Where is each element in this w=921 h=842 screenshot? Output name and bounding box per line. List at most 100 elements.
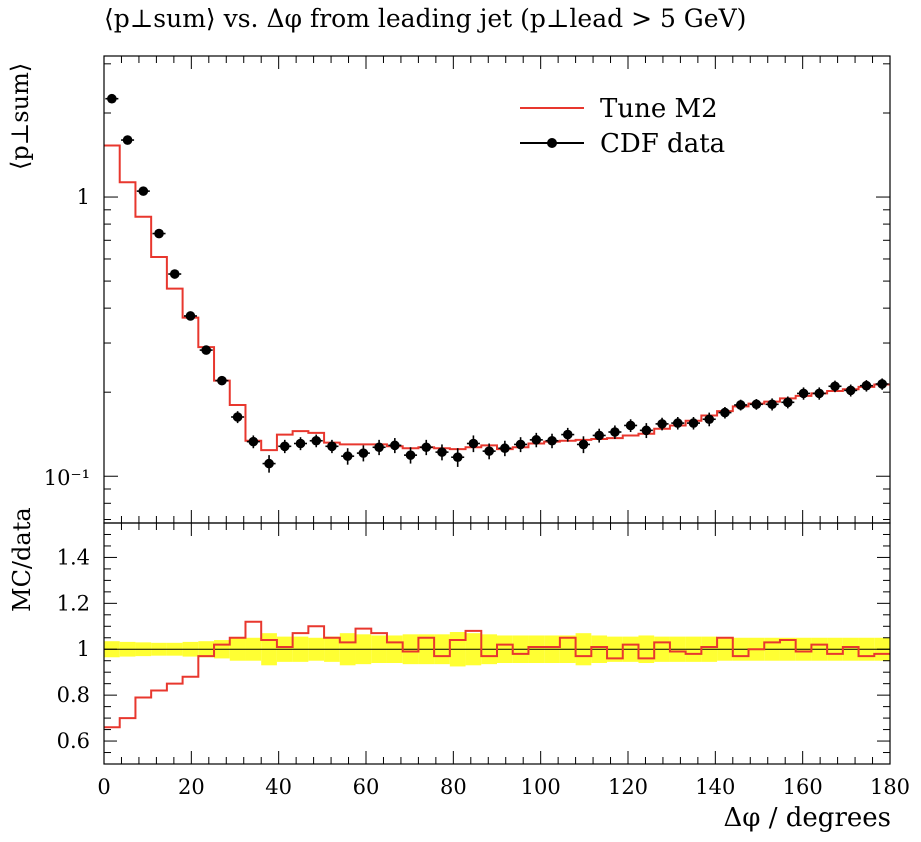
data-point xyxy=(765,398,779,411)
data-point xyxy=(828,380,842,393)
data-point-marker xyxy=(390,440,400,451)
data-point-marker xyxy=(767,399,777,410)
data-point xyxy=(435,444,449,461)
x-tick-label: 180 xyxy=(870,775,910,799)
data-point-marker xyxy=(295,438,306,449)
data-point xyxy=(451,448,465,467)
data-point xyxy=(152,228,166,239)
data-point-marker xyxy=(327,441,337,452)
x-tick-label: 80 xyxy=(440,775,467,799)
x-axis-label: Δφ / degrees xyxy=(723,803,892,833)
main-y-tick-label: 10⁻¹ xyxy=(44,466,90,490)
data-point xyxy=(812,387,826,400)
data-point xyxy=(466,435,480,453)
data-point-marker xyxy=(594,430,604,441)
data-point-marker xyxy=(861,380,872,391)
data-point-marker xyxy=(783,397,793,408)
data-point xyxy=(671,416,685,430)
data-point xyxy=(639,423,653,439)
data-point xyxy=(262,455,276,473)
ratio-y-tick-label: 1.2 xyxy=(57,591,90,615)
data-point-marker xyxy=(484,446,494,456)
x-tick-label: 40 xyxy=(265,775,292,799)
data-point-marker xyxy=(437,447,447,457)
data-point-marker xyxy=(217,375,227,386)
data-point xyxy=(294,437,307,451)
data-point xyxy=(388,438,402,454)
data-point xyxy=(592,428,606,443)
data-point xyxy=(105,93,119,104)
data-point-marker xyxy=(374,442,384,453)
data-point xyxy=(875,378,889,390)
chart-title: ⟨p⊥sum⟩ vs. Δφ from leading jet (p⊥lead … xyxy=(104,4,747,33)
data-point xyxy=(121,135,135,145)
data-point xyxy=(687,416,700,430)
ratio-y-axis-label: MC/data xyxy=(8,507,36,612)
x-tick-label: 160 xyxy=(783,775,823,799)
data-point xyxy=(419,439,433,456)
data-point-marker xyxy=(201,345,211,355)
ratio-y-tick-label: 1.4 xyxy=(57,545,90,569)
data-point-marker xyxy=(547,435,557,446)
data-point xyxy=(561,427,575,442)
data-point xyxy=(309,434,323,448)
data-point-marker xyxy=(704,414,715,425)
data-point-marker xyxy=(798,388,809,399)
legend-label-cdf-data: CDF data xyxy=(600,129,725,159)
data-point xyxy=(498,440,512,457)
ratio-line-tune-m2 xyxy=(104,620,890,729)
data-point-marker xyxy=(735,400,746,410)
data-point xyxy=(655,417,669,431)
data-point xyxy=(859,380,873,392)
data-point xyxy=(372,439,386,456)
x-tick-label: 120 xyxy=(608,775,648,799)
data-point xyxy=(624,419,638,433)
ratio-y-tick-label: 0.8 xyxy=(57,683,90,707)
data-point xyxy=(278,439,292,454)
data-point-marker xyxy=(405,450,416,460)
ratio-y-tick-label: 0.6 xyxy=(57,729,90,753)
data-point xyxy=(136,186,150,196)
data-point-marker xyxy=(814,388,825,399)
data-point xyxy=(168,269,182,279)
x-tick-label: 0 xyxy=(97,775,110,799)
data-point-marker xyxy=(625,420,636,431)
data-point-marker xyxy=(751,399,762,410)
data-point-marker xyxy=(672,418,683,428)
data-point-marker xyxy=(264,458,274,469)
data-point xyxy=(576,436,590,454)
data-point xyxy=(529,432,543,448)
data-point xyxy=(718,407,732,419)
data-point-marker xyxy=(358,448,369,458)
x-tick-label: 60 xyxy=(353,775,380,799)
data-point xyxy=(514,437,528,453)
main-y-tick-label: 1 xyxy=(77,185,90,209)
ratio-plot-frame xyxy=(103,522,891,765)
data-point-marker xyxy=(248,436,259,447)
data-point xyxy=(797,387,811,400)
ratio-y-tick-label: 1 xyxy=(77,637,90,661)
data-point xyxy=(734,399,748,411)
data-point xyxy=(246,435,260,449)
data-point xyxy=(749,399,763,410)
data-point xyxy=(183,311,197,321)
data-point xyxy=(199,345,213,355)
x-tick-label: 100 xyxy=(521,775,561,799)
data-point-marker xyxy=(877,379,887,389)
x-tick-label: 140 xyxy=(695,775,735,799)
data-point-marker xyxy=(154,228,164,239)
data-point xyxy=(482,443,496,460)
data-point-marker xyxy=(311,435,322,446)
data-point xyxy=(545,433,559,449)
data-point-marker xyxy=(122,135,133,145)
data-point-marker xyxy=(688,418,699,428)
data-point-marker xyxy=(845,385,856,396)
main-plot-frame xyxy=(103,55,891,524)
main-y-axis-label: ⟨p⊥sum⟩ xyxy=(6,62,34,170)
data-point-marker xyxy=(279,441,290,452)
data-point xyxy=(341,448,355,465)
data-point xyxy=(844,384,858,397)
data-point xyxy=(215,375,229,386)
data-point-marker xyxy=(452,452,463,462)
data-point xyxy=(702,412,716,427)
